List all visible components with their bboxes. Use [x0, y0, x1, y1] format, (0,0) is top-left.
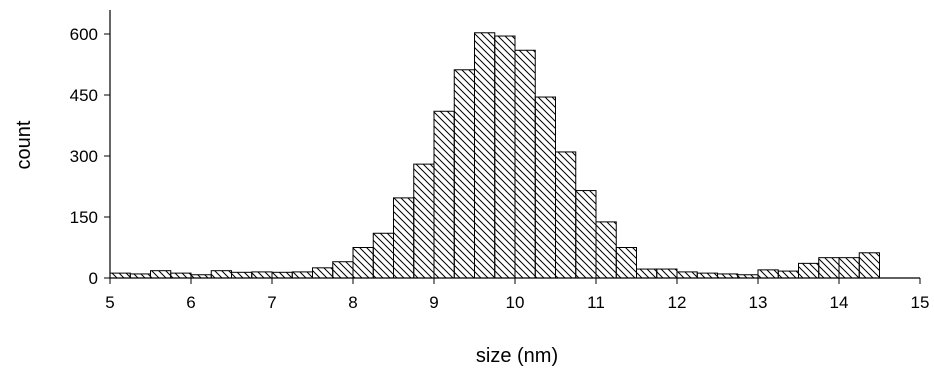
histogram-bar: [514, 49, 536, 279]
y-tick-label: 150: [70, 208, 98, 227]
histogram-bar: [150, 270, 172, 279]
x-tick-label: 12: [668, 293, 687, 312]
histogram-bar: [109, 272, 131, 279]
y-tick-label: 0: [89, 269, 98, 288]
histogram-bar: [555, 151, 577, 279]
x-tick-label: 9: [429, 293, 438, 312]
histogram-bar: [534, 96, 556, 279]
histogram-bar: [129, 273, 151, 279]
histogram-bar: [372, 232, 394, 279]
histogram-bar: [312, 267, 334, 279]
histogram-bar: [696, 272, 718, 279]
histogram-bar: [210, 270, 232, 279]
histogram-bar: [453, 69, 475, 279]
histogram-bar: [575, 190, 597, 279]
x-tick-label: 5: [105, 293, 114, 312]
x-tick-label: 13: [749, 293, 768, 312]
histogram-bar: [676, 271, 698, 279]
x-axis-title: size (nm): [476, 345, 558, 367]
x-tick-label: 10: [506, 293, 525, 312]
histogram-bar: [818, 257, 840, 279]
histogram-bar: [798, 262, 820, 279]
histogram-bar: [636, 268, 658, 279]
histogram-bar: [838, 257, 860, 279]
histogram-bar: [656, 268, 678, 279]
histogram-bar: [413, 163, 435, 279]
histogram-bar: [271, 271, 293, 279]
x-tick-label: 14: [830, 293, 849, 312]
histogram-bar: [332, 261, 354, 279]
histogram-bar: [494, 35, 516, 279]
x-tick-label: 15: [911, 293, 930, 312]
x-tick-label: 11: [587, 293, 605, 312]
y-tick-label: 300: [70, 147, 98, 166]
bars-layer: [109, 32, 880, 279]
histogram-bar: [858, 252, 880, 279]
x-tick-label: 7: [267, 293, 276, 312]
y-tick-label: 450: [70, 86, 98, 105]
histogram-bar: [393, 197, 415, 279]
histogram-bar: [170, 272, 192, 279]
histogram-bar: [231, 271, 253, 279]
histogram-bar: [757, 269, 779, 279]
histogram-bar: [291, 271, 313, 279]
y-tick-label: 600: [70, 25, 98, 44]
histogram-bar: [717, 273, 739, 279]
histogram-bar: [474, 32, 496, 279]
x-tick-label: 6: [186, 293, 195, 312]
histogram-bar: [352, 247, 374, 279]
x-tick-label: 8: [348, 293, 357, 312]
histogram-bar: [433, 110, 455, 279]
histogram-bar: [777, 270, 799, 279]
histogram-bar: [615, 247, 637, 279]
histogram-bar: [251, 271, 273, 279]
histogram-bar: [595, 221, 617, 279]
y-axis-title: count: [13, 120, 35, 169]
